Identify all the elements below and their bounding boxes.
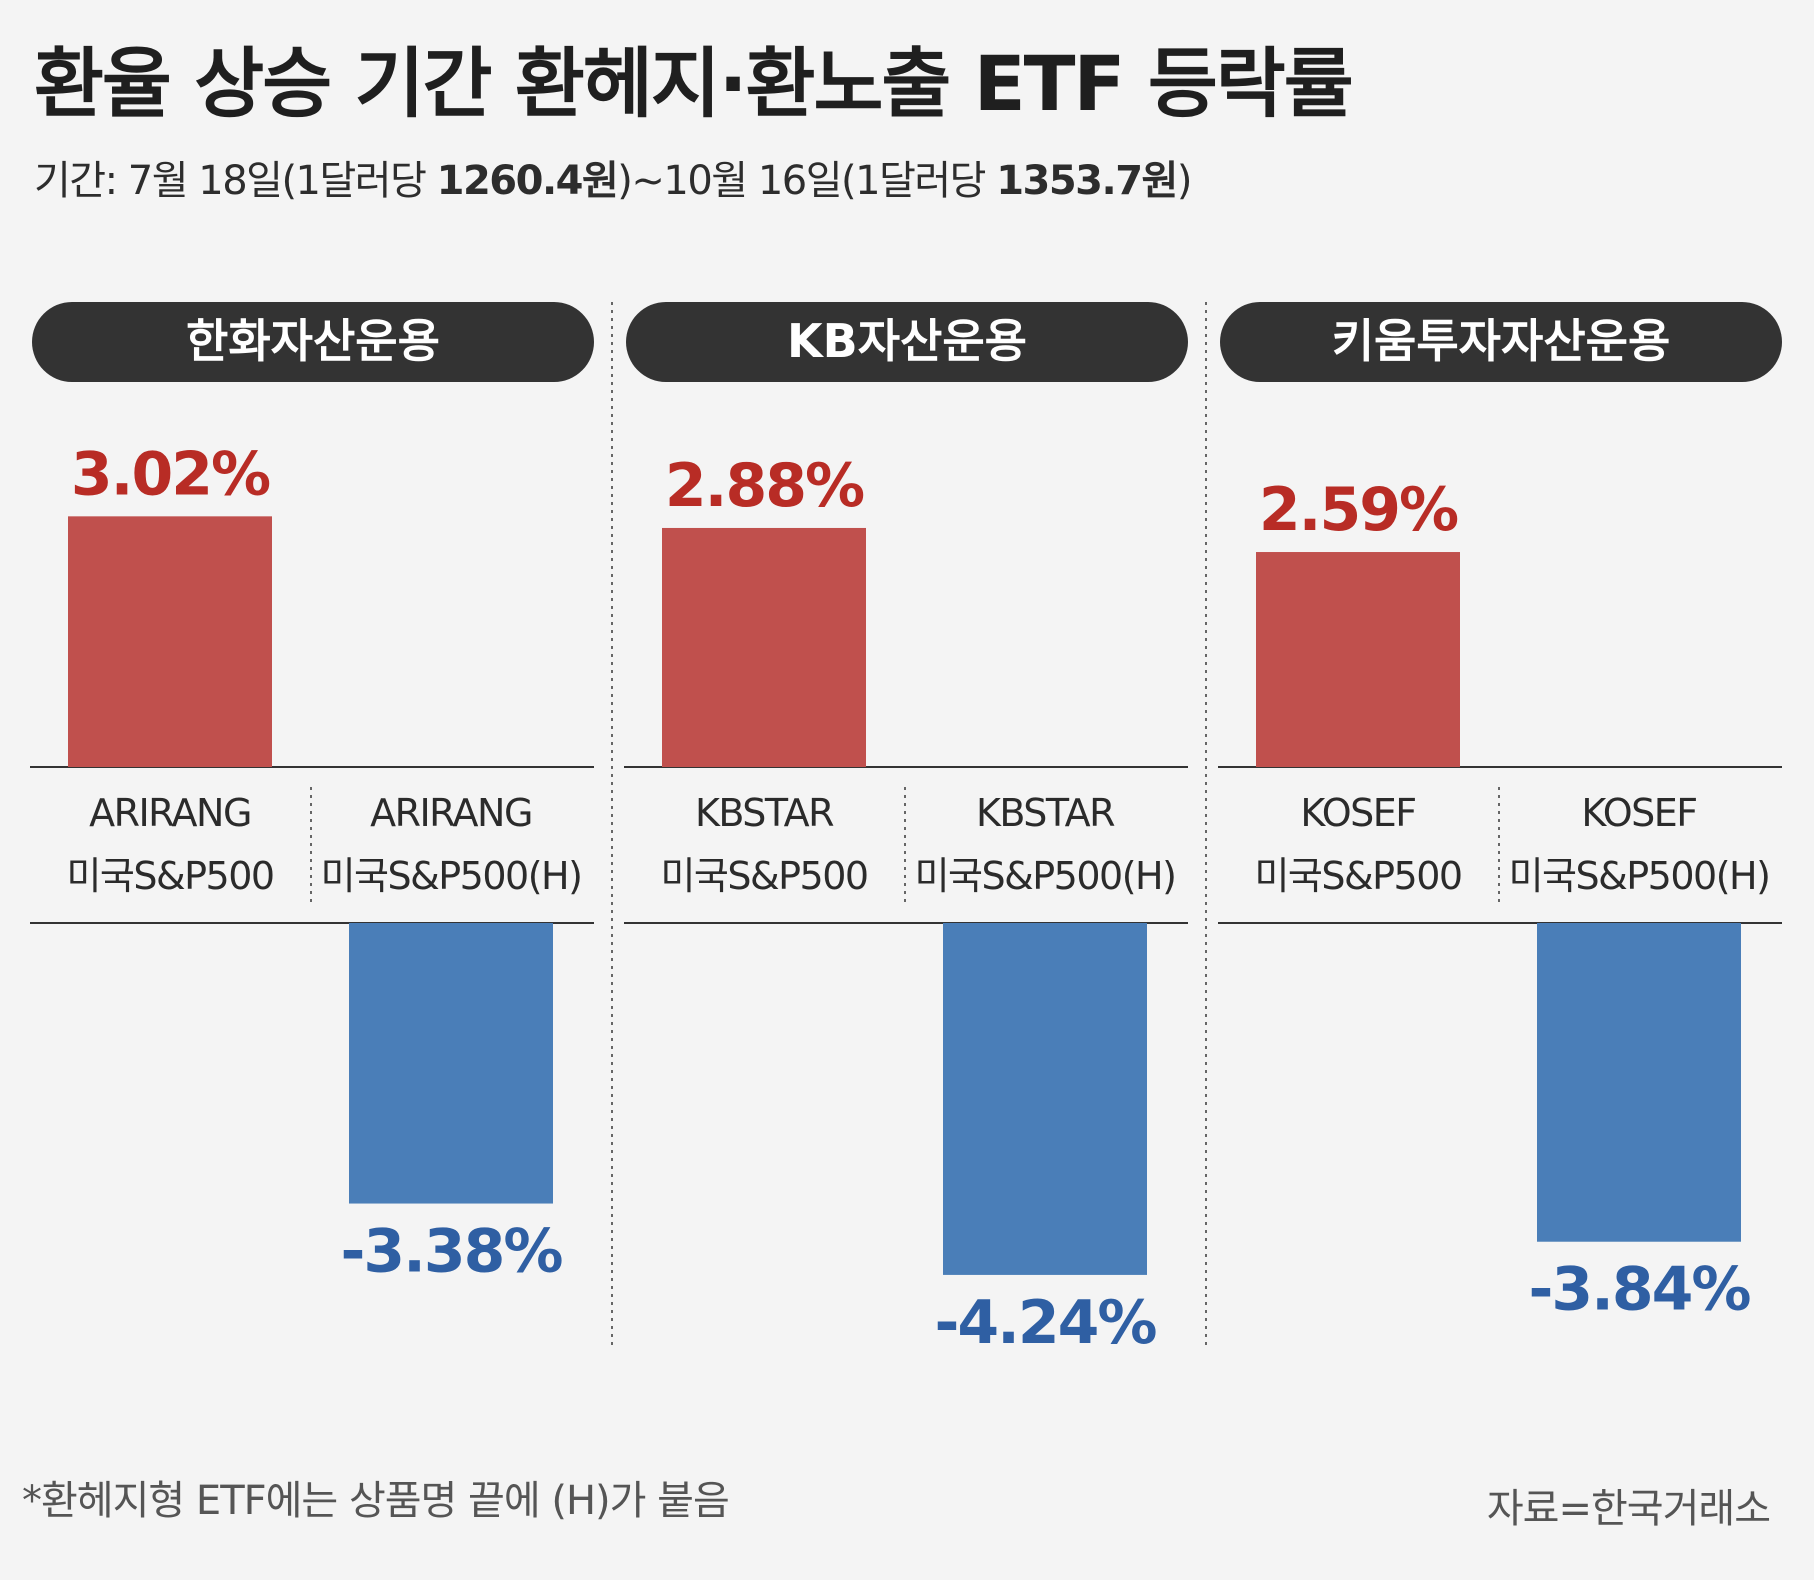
- bar-negative: [943, 923, 1147, 1275]
- subtitle-start-rate: 1260.4원: [436, 158, 619, 204]
- category-label-line2: 미국S&P500(H): [321, 854, 582, 898]
- bar-positive: [662, 527, 866, 767]
- category-label-line2: 미국S&P500: [660, 854, 867, 898]
- category-label-line2: 미국S&P500(H): [1509, 854, 1770, 898]
- group-name: KB자산운용: [787, 314, 1027, 368]
- subtitle-middle: )~10월 16일(1달러당: [617, 158, 997, 204]
- category-label-line2: 미국S&P500: [1254, 854, 1461, 898]
- subtitle-end-rate: 1353.7원: [996, 158, 1178, 204]
- bar-negative: [1537, 923, 1741, 1242]
- group-name: 한화자산운용: [186, 314, 440, 368]
- data-label-positive: 2.88%: [665, 451, 864, 521]
- data-label-positive: 2.59%: [1259, 475, 1458, 545]
- subtitle-suffix: ): [1176, 158, 1193, 204]
- group-name: 키움투자자산운용: [1332, 314, 1671, 368]
- category-label-line1: ARIRANG: [89, 791, 251, 835]
- data-label-negative: -3.38%: [340, 1217, 562, 1287]
- category-label-line1: KOSEF: [1300, 791, 1415, 835]
- source-note: 자료=한국거래소: [1486, 1486, 1771, 1532]
- category-label-line1: KOSEF: [1581, 791, 1696, 835]
- group-pill: [626, 302, 1188, 382]
- category-label-line2: 미국S&P500(H): [915, 854, 1176, 898]
- data-label-positive: 3.02%: [71, 439, 270, 509]
- chart-title: 환율 상승 기간 환헤지·환노출 ETF 등락률: [34, 39, 1354, 128]
- group-pill: [1220, 302, 1782, 382]
- subtitle-prefix: 기간: 7월 18일(1달러당: [34, 158, 437, 204]
- bar-positive: [68, 516, 272, 767]
- footnote: *환헤지형 ETF에는 상품명 끝에 (H)가 붙음: [22, 1478, 730, 1524]
- category-label-line1: KBSTAR: [976, 791, 1115, 835]
- data-label-negative: -3.84%: [1528, 1255, 1750, 1325]
- group-pill: [32, 302, 594, 382]
- category-label-line2: 미국S&P500: [66, 854, 273, 898]
- chart-subtitle: 기간: 7월 18일(1달러당 1260.4원)~10월 16일(1달러당 13…: [34, 148, 1193, 206]
- category-label-line1: ARIRANG: [370, 791, 532, 835]
- bar-positive: [1256, 552, 1460, 767]
- data-label-negative: -4.24%: [934, 1288, 1156, 1358]
- category-label-line1: KBSTAR: [695, 791, 834, 835]
- bar-negative: [349, 923, 553, 1204]
